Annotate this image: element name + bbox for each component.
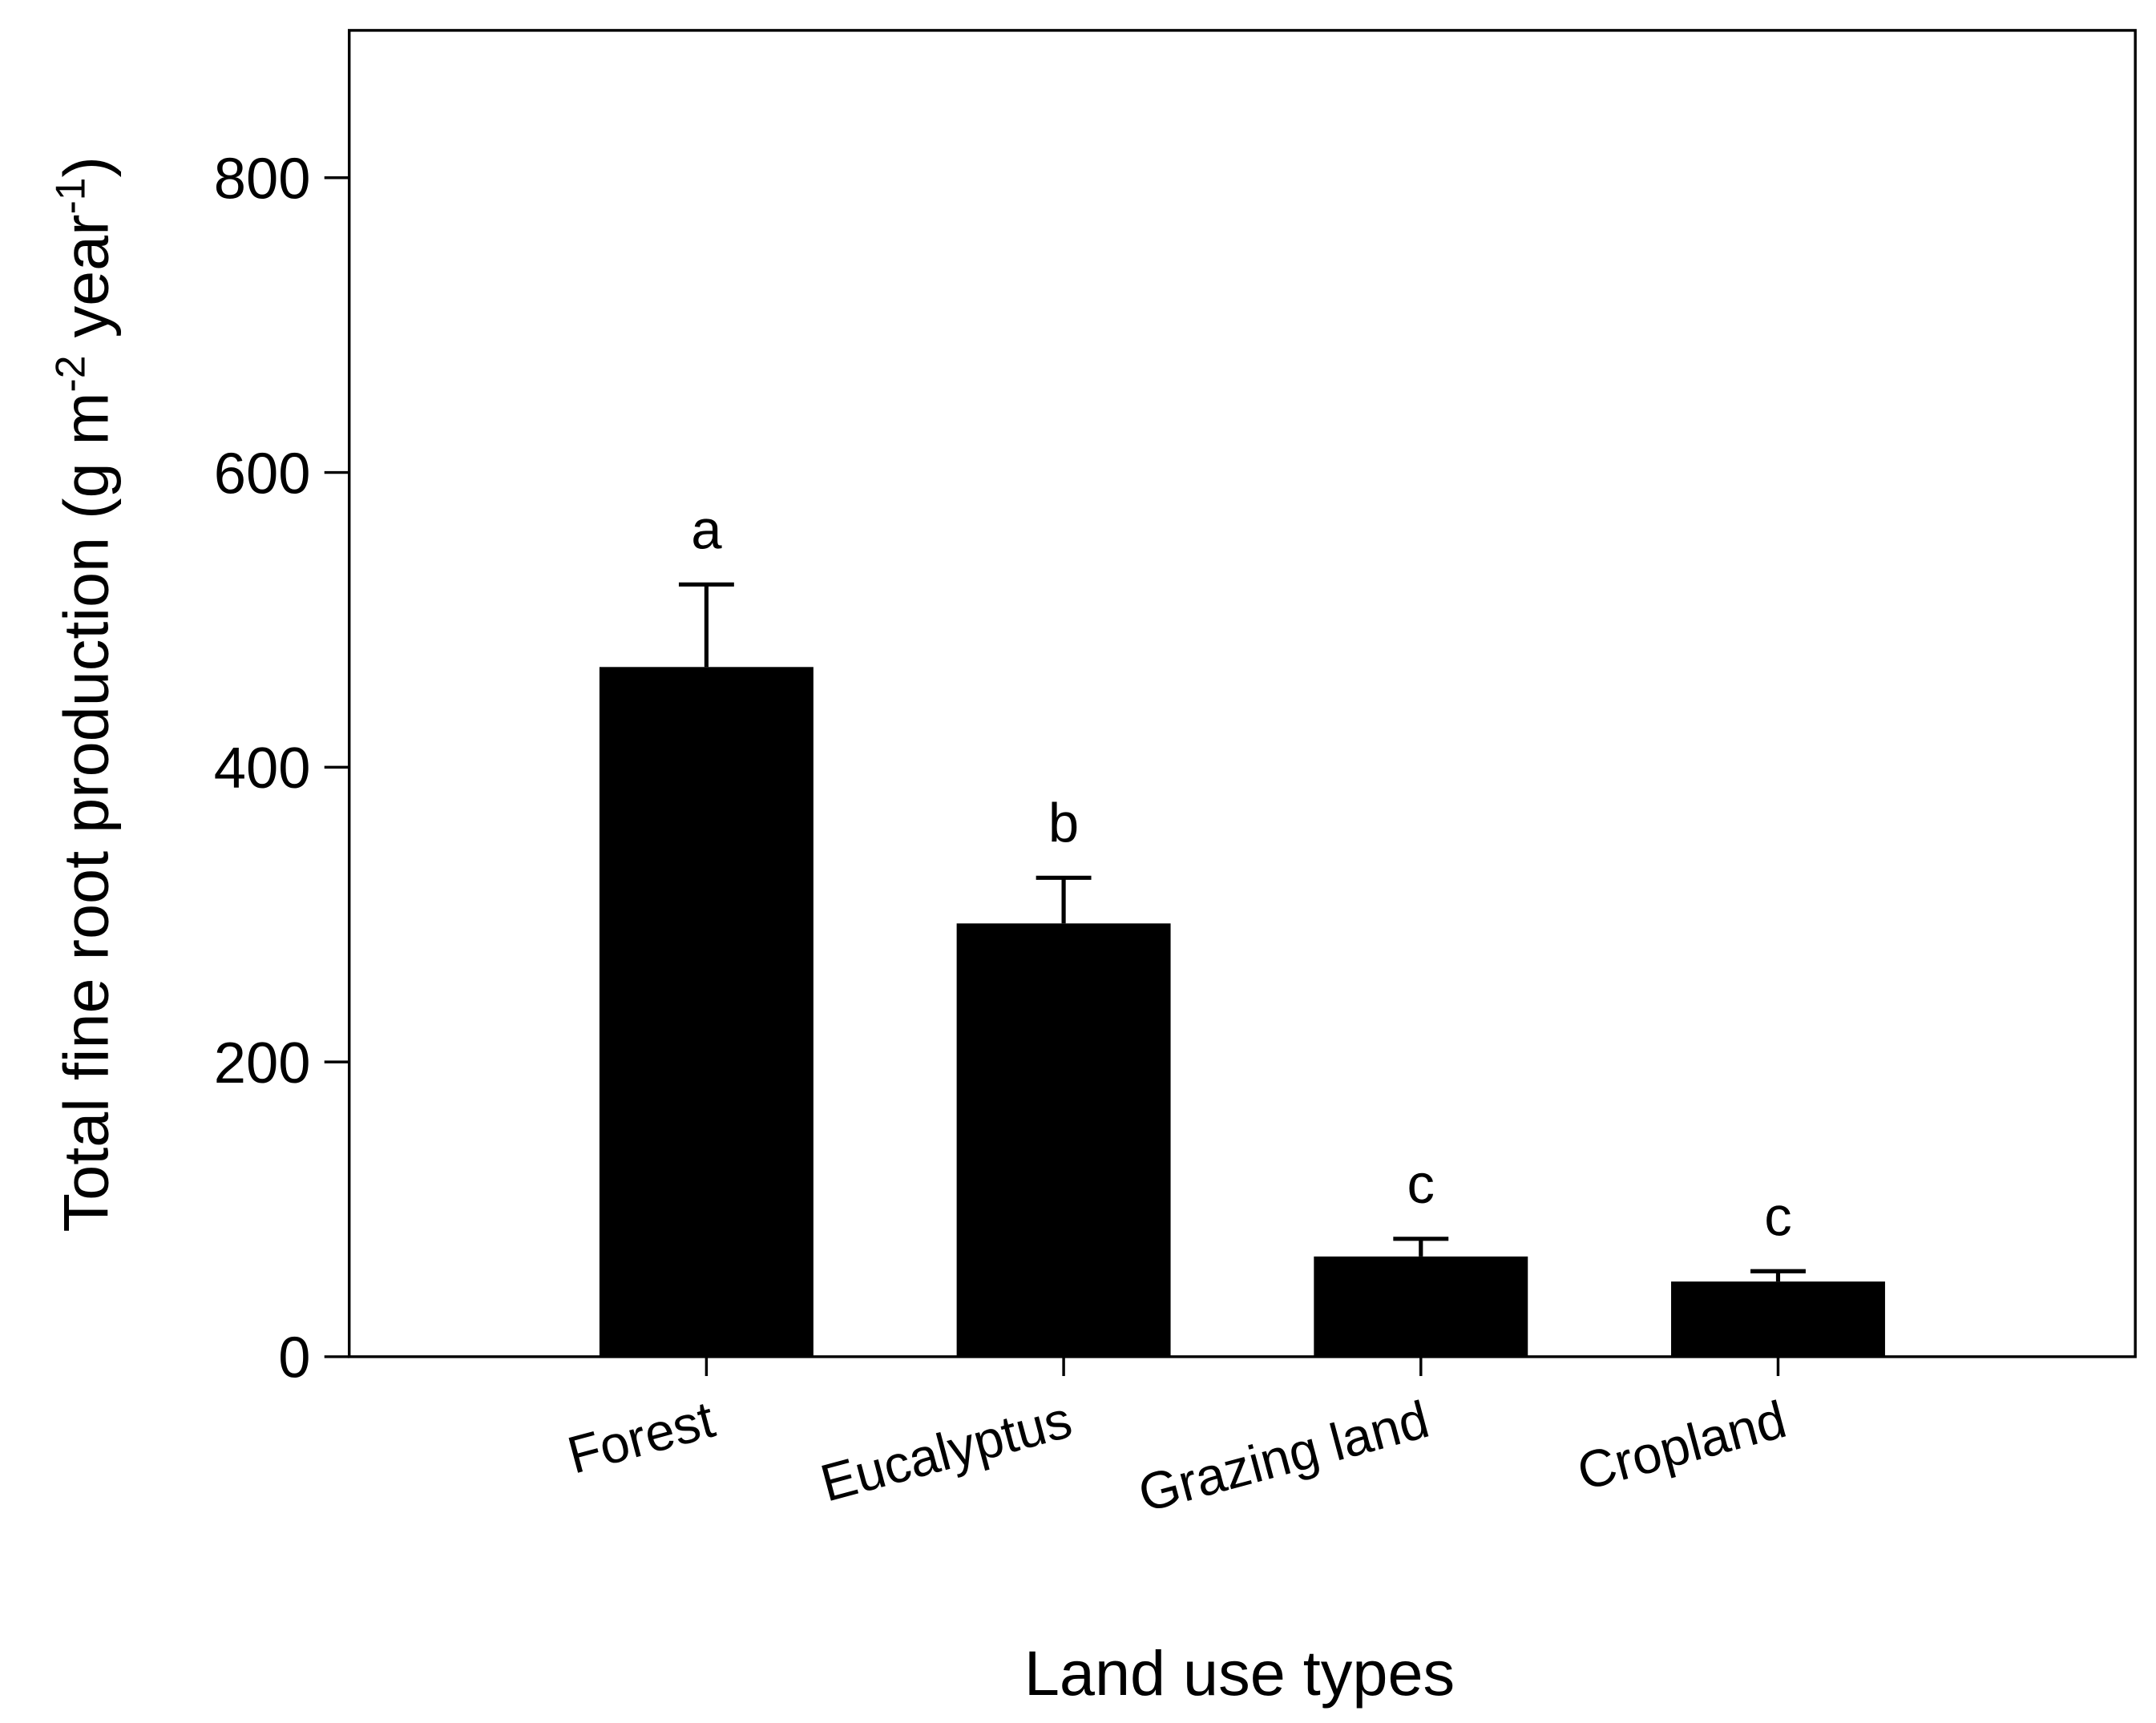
y-tick-label: 800 bbox=[214, 147, 311, 212]
y-tick-label: 200 bbox=[214, 1031, 311, 1096]
bar bbox=[1314, 1256, 1528, 1357]
error-bar bbox=[1393, 1237, 1449, 1257]
y-label-part: year bbox=[50, 214, 121, 355]
bar bbox=[599, 667, 814, 1357]
significance-letter: c bbox=[1764, 1185, 1791, 1247]
y-axis-label: Total fine root production (g m-2 year-1… bbox=[46, 156, 121, 1232]
bar bbox=[1671, 1281, 1885, 1357]
y-label-superscript: -2 bbox=[46, 356, 93, 393]
y-tick-label: 400 bbox=[214, 736, 311, 801]
y-tick-label: 0 bbox=[278, 1326, 310, 1390]
x-axis-label: Land use types bbox=[1024, 1637, 1455, 1709]
bar bbox=[956, 923, 1171, 1357]
significance-letter: a bbox=[691, 499, 722, 561]
error-bar bbox=[1036, 875, 1092, 924]
y-tick-label: 600 bbox=[214, 442, 311, 506]
x-tick-label: Eucalyptus bbox=[814, 1390, 1077, 1512]
significance-letter: b bbox=[1048, 792, 1079, 853]
x-tick-label: Forest bbox=[562, 1390, 721, 1485]
x-tick-label: Grazing land bbox=[1133, 1390, 1435, 1523]
plot-frame bbox=[347, 29, 2137, 1358]
error-bar bbox=[678, 582, 734, 668]
y-label-part: Total fine root production (g m bbox=[50, 392, 121, 1232]
y-label-superscript: -1 bbox=[46, 177, 93, 214]
significance-letter: c bbox=[1407, 1153, 1435, 1215]
error-bar bbox=[1750, 1269, 1806, 1282]
y-label-part: ) bbox=[50, 156, 121, 177]
x-tick-label: Cropland bbox=[1571, 1390, 1791, 1501]
